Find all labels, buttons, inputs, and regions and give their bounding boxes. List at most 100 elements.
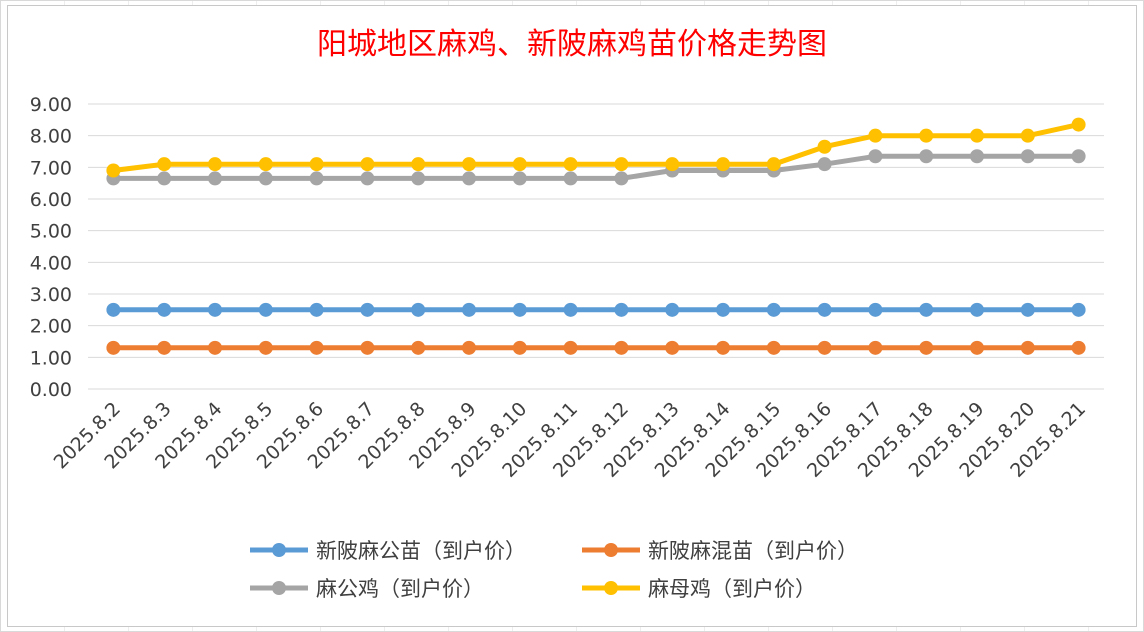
x-axis-ticks: 2025.8.22025.8.32025.8.42025.8.52025.8.6…: [50, 398, 1091, 482]
legend-item: 麻公鸡（到户价）: [250, 577, 484, 601]
data-point: [868, 340, 883, 355]
y-tick-label: 0.00: [30, 379, 72, 401]
data-point: [766, 302, 781, 317]
series-2: [106, 340, 1086, 355]
y-tick-label: 8.00: [30, 126, 72, 148]
data-point: [258, 171, 273, 186]
data-point: [360, 302, 375, 317]
data-point: [919, 340, 934, 355]
legend-marker: [272, 543, 286, 557]
data-point: [716, 340, 730, 355]
data-point: [919, 302, 934, 317]
data-point: [462, 171, 476, 186]
data-point: [360, 171, 375, 186]
data-point: [157, 302, 172, 317]
data-point: [817, 139, 832, 154]
data-point: [868, 149, 883, 164]
data-point: [157, 340, 172, 355]
data-point: [766, 340, 781, 355]
data-point: [716, 302, 730, 317]
legend-marker: [604, 543, 618, 557]
legend-label: 新陂麻公苗（到户价）: [316, 539, 526, 563]
data-point: [970, 340, 984, 355]
data-point: [411, 302, 426, 317]
data-point: [766, 157, 781, 172]
data-point: [1020, 302, 1035, 317]
data-point: [1020, 128, 1035, 143]
data-point: [411, 157, 426, 172]
chart-title: 阳城地区麻鸡、新陂麻鸡苗价格走势图: [317, 27, 827, 62]
data-point: [309, 157, 324, 172]
series-line: [110, 122, 1082, 173]
data-point: [360, 157, 375, 172]
data-point: [614, 340, 629, 355]
data-point: [208, 340, 222, 355]
data-point: [970, 302, 984, 317]
legend: 新陂麻公苗（到户价） 新陂麻混苗（到户价） 麻公鸡（到户价） 麻母鸡（到户价）: [250, 539, 858, 601]
data-point: [817, 157, 832, 172]
data-point: [512, 302, 527, 317]
data-point: [157, 171, 172, 186]
data-point: [462, 302, 476, 317]
data-point: [106, 340, 121, 355]
data-point: [106, 163, 121, 178]
data-point: [360, 340, 375, 355]
data-point: [258, 302, 273, 317]
data-point: [258, 340, 273, 355]
data-point: [512, 171, 527, 186]
data-point: [614, 171, 629, 186]
data-point: [970, 149, 984, 164]
data-point: [563, 171, 578, 186]
series-line: [110, 153, 1082, 181]
data-point: [208, 171, 222, 186]
data-point: [563, 302, 578, 317]
data-point: [157, 157, 172, 172]
legend-label: 麻公鸡（到户价）: [316, 577, 484, 601]
data-point: [1071, 117, 1086, 132]
data-point: [817, 340, 832, 355]
data-point: [614, 302, 629, 317]
data-point: [868, 128, 883, 143]
y-tick-label: 6.00: [30, 189, 72, 211]
data-point: [563, 340, 578, 355]
data-point: [716, 157, 730, 172]
data-point: [258, 157, 273, 172]
data-point: [1020, 149, 1035, 164]
data-point: [462, 157, 476, 172]
data-point: [919, 128, 934, 143]
data-point: [1020, 340, 1035, 355]
data-point: [106, 302, 121, 317]
data-point: [512, 157, 527, 172]
legend-marker: [604, 581, 618, 595]
y-axis-ticks: 0.00 1.00 2.00 3.00 4.00 5.00 6.00 7.00 8.00 9.00: [30, 94, 72, 401]
y-tick-label: 3.00: [30, 284, 72, 306]
data-point: [970, 128, 984, 143]
data-point: [208, 302, 222, 317]
data-point: [817, 302, 832, 317]
series-4: [106, 117, 1086, 178]
data-point: [1071, 340, 1086, 355]
data-point: [563, 157, 578, 172]
data-point: [1071, 302, 1086, 317]
legend-item: 新陂麻公苗（到户价）: [250, 539, 526, 563]
gridlines: [88, 103, 1104, 390]
series-group: [106, 117, 1086, 355]
data-point: [665, 340, 680, 355]
y-tick-label: 1.00: [30, 347, 72, 369]
data-point: [309, 340, 324, 355]
data-point: [1071, 149, 1086, 164]
data-point: [665, 302, 680, 317]
y-tick-label: 2.00: [30, 316, 72, 338]
legend-label: 新陂麻混苗（到户价）: [648, 539, 858, 563]
data-point: [411, 340, 426, 355]
data-point: [309, 171, 324, 186]
data-point: [462, 340, 476, 355]
y-tick-label: 4.00: [30, 252, 72, 274]
legend-label: 麻母鸡（到户价）: [648, 577, 816, 601]
data-point: [868, 302, 883, 317]
data-point: [512, 340, 527, 355]
y-tick-label: 7.00: [30, 157, 72, 179]
data-point: [614, 157, 629, 172]
legend-marker: [272, 581, 286, 595]
